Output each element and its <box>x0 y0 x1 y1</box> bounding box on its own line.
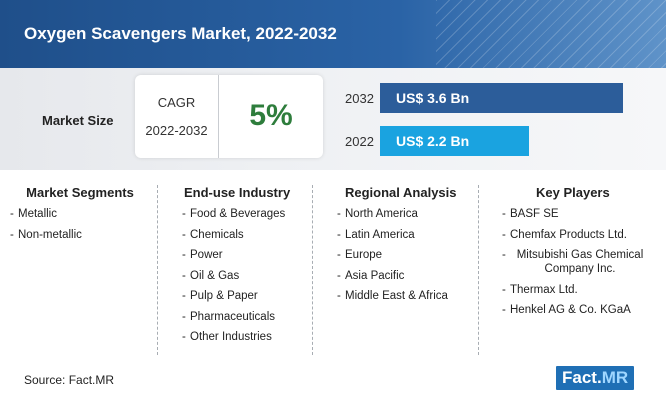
column-divider <box>312 185 313 355</box>
list-item: - Latin America <box>337 228 415 241</box>
column-market-segments: Market Segments - Metallic - Non-metallic <box>10 185 150 355</box>
list-item: - Oil & Gas <box>182 269 240 282</box>
market-size-bar-2022 <box>380 126 529 156</box>
bar-value-label: US$ 3.6 Bn <box>396 90 470 106</box>
cagr-value: 5% <box>249 99 293 132</box>
cagr-period: 2022-2032 <box>145 123 208 138</box>
header-banner: Oxygen Scavengers Market, 2022-2032 <box>0 0 666 68</box>
list-item: - Asia Pacific <box>337 269 405 282</box>
column-heading: Regional Analysis <box>345 185 457 200</box>
column-divider <box>157 185 158 355</box>
column-heading: Market Segments <box>26 185 134 200</box>
list-item: - Chemfax Products Ltd. <box>502 228 627 241</box>
market-size-label: Market Size <box>42 113 114 128</box>
list-item: - Food & Beverages <box>182 208 286 220</box>
segment-columns: Market Segments - Metallic - Non-metallic … <box>0 185 666 355</box>
list-item: - Henkel AG & Co. KGaA <box>502 304 631 316</box>
list-item: - BASF SE <box>502 208 559 220</box>
cagr-box: CAGR 2022-2032 5% <box>135 75 323 158</box>
source-note: Source: Fact.MR <box>24 373 115 387</box>
column-regional-analysis: Regional Analysis - North America - Latin … <box>325 185 470 355</box>
list-item: - Chemicals <box>182 228 244 241</box>
market-size-bar-2032 <box>380 83 623 113</box>
bar-value-label: US$ 2.2 Bn <box>396 133 470 149</box>
header-pattern <box>436 0 666 68</box>
column-heading: End-use Industry <box>184 185 291 200</box>
bar-year-label: 2032 <box>345 91 374 106</box>
list-item: - Non-metallic <box>10 228 82 241</box>
list-item: - Power <box>182 249 223 261</box>
page-title: Oxygen Scavengers Market, 2022-2032 <box>24 24 337 43</box>
list-item: - Pharmaceuticals <box>182 310 276 323</box>
list-item: - Pulp & Paper <box>182 290 258 302</box>
list-item: - Other Industries <box>182 331 272 343</box>
list-item: - Mitsubishi Gas Chemical Company Inc. <box>502 249 644 275</box>
column-key-players: Key Players - BASF SE - Chemfax Products L… <box>490 185 660 355</box>
column-heading: Key Players <box>536 185 610 200</box>
list-item: - Europe <box>337 249 383 261</box>
column-end-use-industry: End-use Industry - Food & Beverages - Chem… <box>170 185 300 355</box>
bar-year-label: 2022 <box>345 134 374 149</box>
list-item: - Metallic <box>10 208 57 220</box>
factmr-logo: Fact.MR <box>556 366 635 390</box>
cagr-label: CAGR <box>157 95 196 110</box>
column-divider <box>478 185 479 355</box>
cagr-divider <box>218 75 219 158</box>
list-item: - Middle East & Africa <box>337 290 448 302</box>
list-item: - North America <box>337 208 418 220</box>
list-item: - Thermax Ltd. <box>502 283 578 296</box>
